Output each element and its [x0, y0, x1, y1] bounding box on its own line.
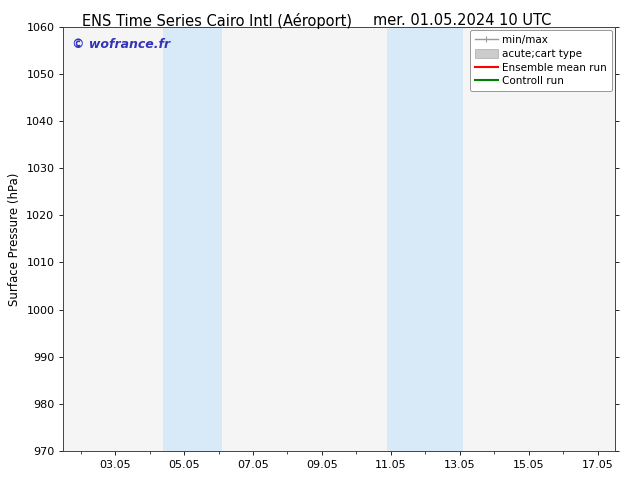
Text: © wofrance.fr: © wofrance.fr	[72, 38, 170, 50]
Text: mer. 01.05.2024 10 UTC: mer. 01.05.2024 10 UTC	[373, 13, 552, 28]
Y-axis label: Surface Pressure (hPa): Surface Pressure (hPa)	[8, 172, 21, 306]
Text: ENS Time Series Cairo Intl (Aéroport): ENS Time Series Cairo Intl (Aéroport)	[82, 13, 353, 29]
Legend: min/max, acute;cart type, Ensemble mean run, Controll run: min/max, acute;cart type, Ensemble mean …	[470, 30, 612, 92]
Bar	[164, 27, 222, 451]
Bar	[387, 27, 463, 451]
